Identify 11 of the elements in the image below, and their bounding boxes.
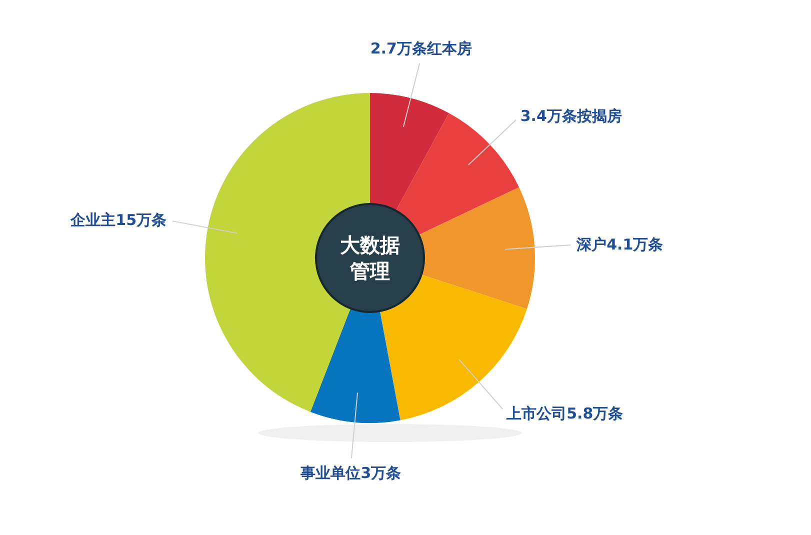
- slice-label: 上市公司5.8万条: [506, 404, 624, 423]
- slice-label: 企业主15万条: [70, 210, 167, 229]
- slice-label: 深户4.1万条: [576, 236, 664, 254]
- donut-slice: [310, 308, 400, 423]
- slice-label: 3.4万条按揭房: [520, 106, 622, 125]
- donut-slice: [396, 113, 520, 235]
- slice-label: 2.7万条红本房: [370, 39, 472, 58]
- donut-slice: [418, 187, 535, 309]
- text: 大数据管理: [340, 233, 400, 283]
- donut-slice: [370, 93, 449, 211]
- slice-label: 事业单位3万条: [300, 464, 402, 482]
